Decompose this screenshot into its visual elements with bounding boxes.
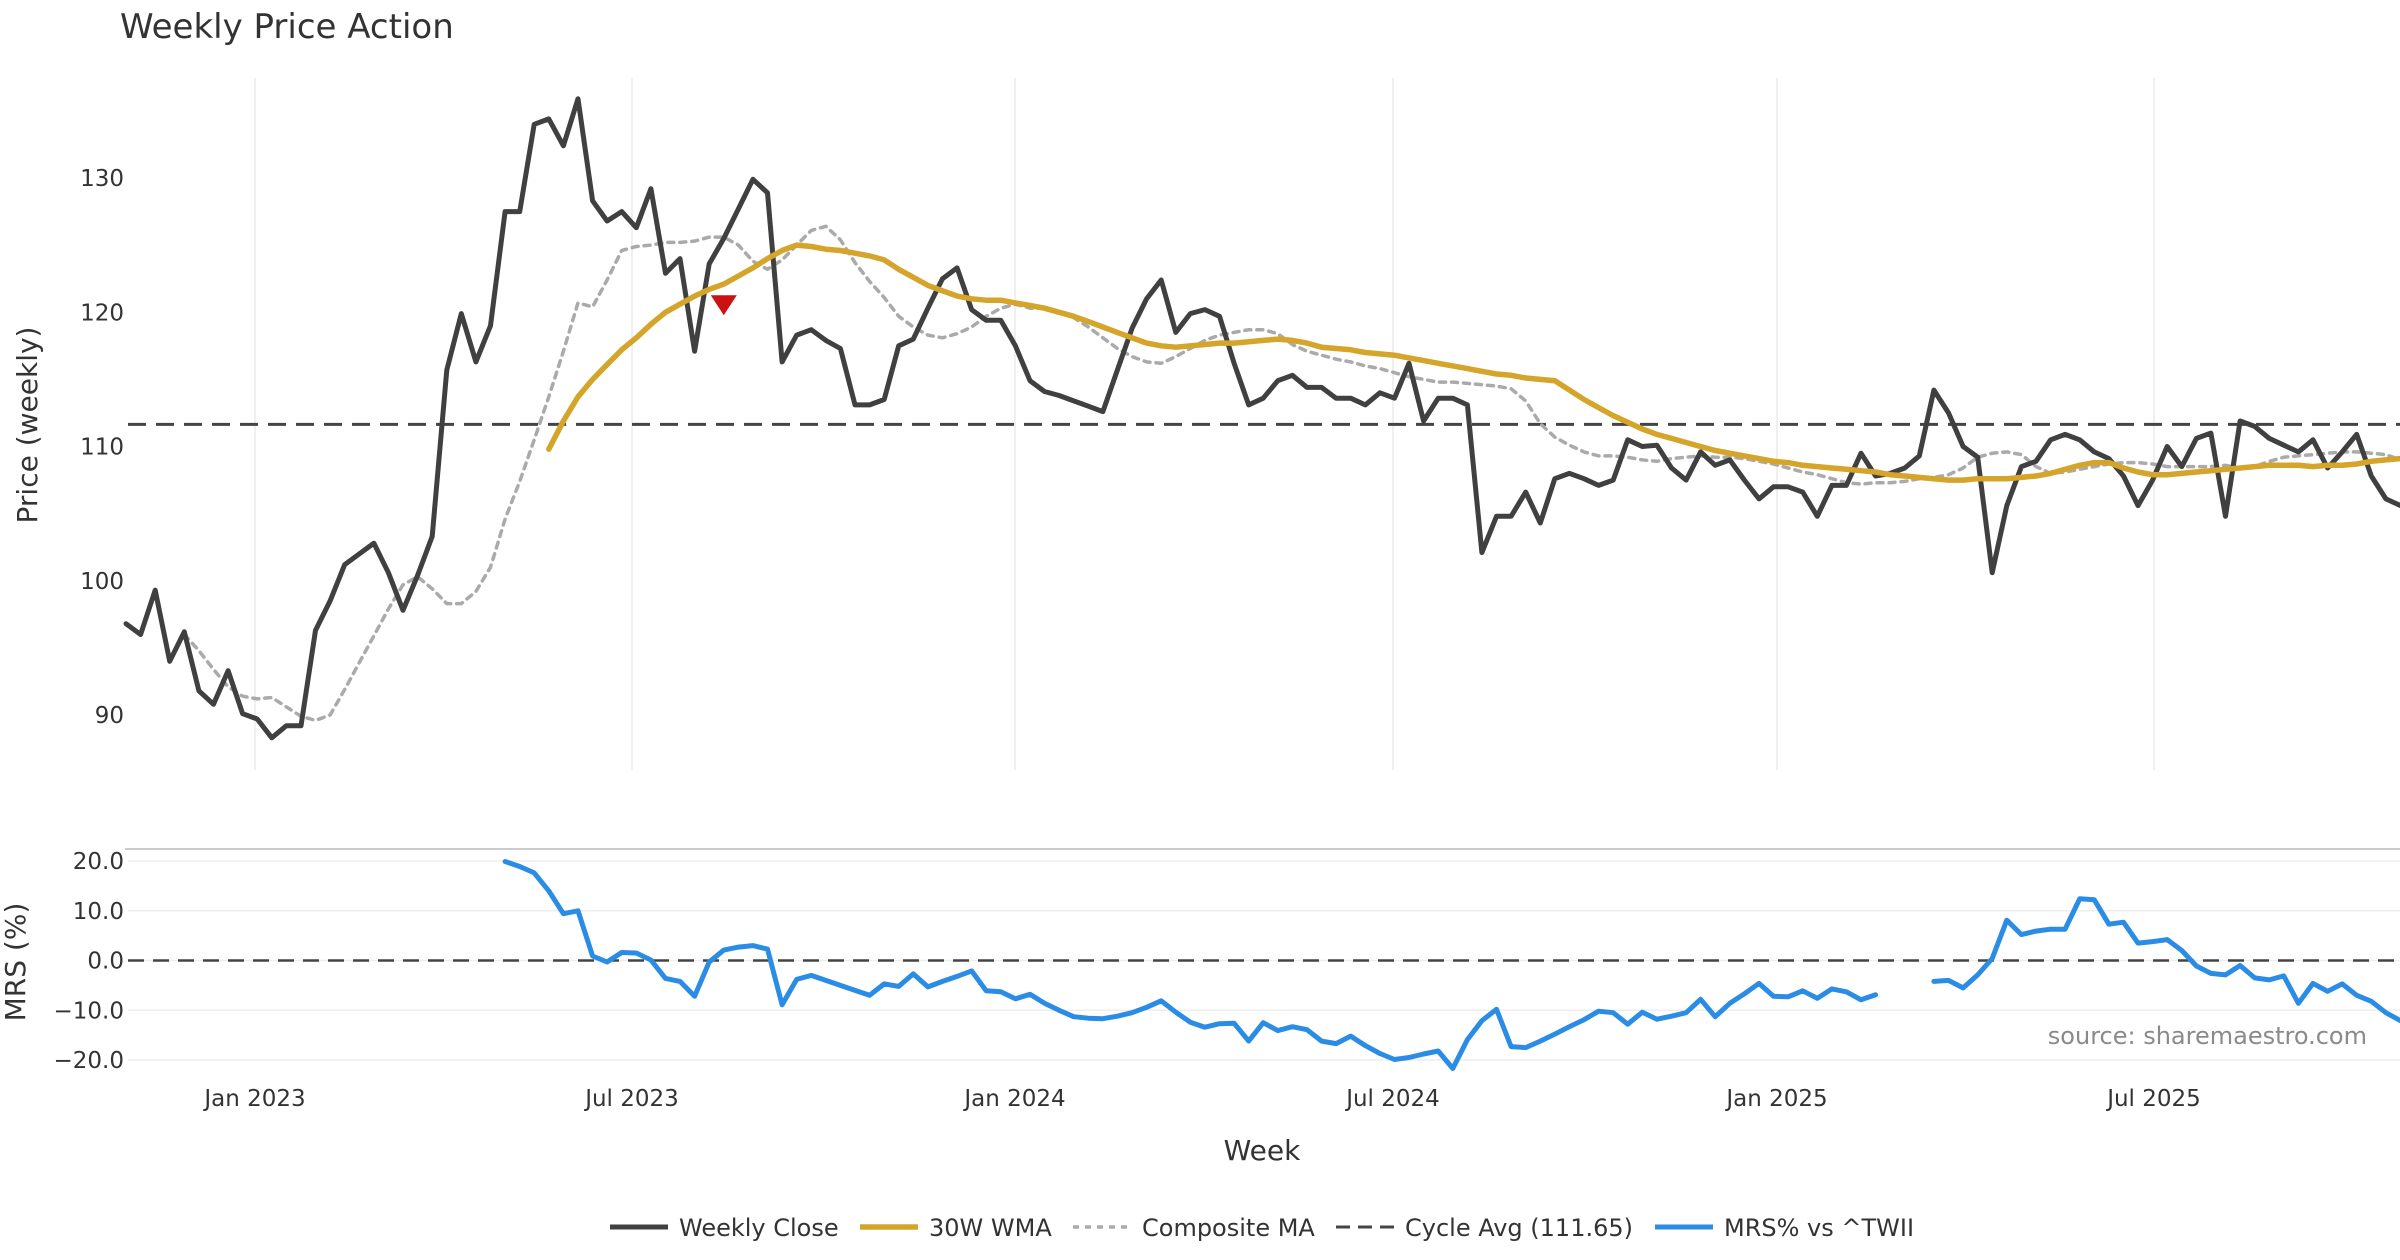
mrs-tick-label: 10.0 bbox=[73, 899, 124, 925]
chart-title: Weekly Price Action bbox=[120, 7, 454, 47]
price-tick-label: 110 bbox=[80, 435, 124, 461]
source-note: source: sharemaestro.com bbox=[2048, 1022, 2367, 1050]
x-tick-label: Jan 2025 bbox=[1724, 1086, 1827, 1112]
x-tick-label: Jan 2024 bbox=[962, 1086, 1065, 1112]
price-tick-label: 130 bbox=[80, 166, 124, 192]
legend-item-30w-wma: 30W WMA bbox=[860, 1214, 1052, 1242]
x-tick-label: Jul 2023 bbox=[583, 1086, 679, 1112]
sell-signal-marker bbox=[710, 295, 737, 316]
mrs-panel: 20.0 10.0 0.0 −10.0 −20.0 MRS (%) source: sh… bbox=[0, 848, 2400, 1074]
mrs-series-line bbox=[1931, 896, 2400, 1024]
legend: Weekly Close 30W WMA Composite MA Cycle Avg… bbox=[610, 1214, 1914, 1242]
x-axis-ticks: Jan 2023 Jul 2023 Jan 2024 Jul 2024 Jan 2025… bbox=[202, 1086, 2200, 1112]
legend-label: Weekly Close bbox=[679, 1214, 839, 1242]
price-panel: 90 100 110 120 130 Price (weekly) bbox=[11, 96, 2400, 741]
mrs-tick-label: −10.0 bbox=[54, 998, 124, 1024]
price-axis-label: Price (weekly) bbox=[11, 327, 44, 524]
mrs-tick-label: 0.0 bbox=[87, 949, 124, 975]
legend-item-weekly-close: Weekly Close bbox=[610, 1214, 839, 1242]
mrs-tick-label: 20.0 bbox=[73, 849, 124, 875]
weekly-close-series-line bbox=[123, 96, 2400, 741]
legend-item-composite-ma: Composite MA bbox=[1073, 1214, 1315, 1242]
legend-label: 30W WMA bbox=[929, 1214, 1052, 1242]
legend-item-cycle-avg-111-65: Cycle Avg (111.65) bbox=[1336, 1214, 1633, 1242]
legend-label: MRS% vs ^TWII bbox=[1724, 1214, 1914, 1242]
price-tick-label: 100 bbox=[80, 569, 124, 595]
x-tick-label: Jul 2025 bbox=[2105, 1086, 2201, 1112]
price-tick-label: 90 bbox=[95, 703, 124, 729]
mrs-tick-label: −20.0 bbox=[54, 1048, 124, 1074]
mrs-axis-label: MRS (%) bbox=[0, 903, 32, 1022]
legend-item-mrs-vs-twii: MRS% vs ^TWII bbox=[1655, 1214, 1914, 1242]
30w-wma-series-line bbox=[546, 242, 2400, 483]
x-axis-label: Week bbox=[1224, 1134, 1301, 1167]
x-tick-label: Jul 2024 bbox=[1344, 1086, 1440, 1112]
legend-label: Cycle Avg (111.65) bbox=[1405, 1214, 1633, 1242]
x-tick-label: Jan 2023 bbox=[202, 1086, 305, 1112]
legend-label: Composite MA bbox=[1142, 1214, 1315, 1242]
price-tick-label: 120 bbox=[80, 300, 124, 326]
mrs-series-line bbox=[502, 859, 1879, 1071]
composite-ma-series-line bbox=[182, 224, 2400, 723]
